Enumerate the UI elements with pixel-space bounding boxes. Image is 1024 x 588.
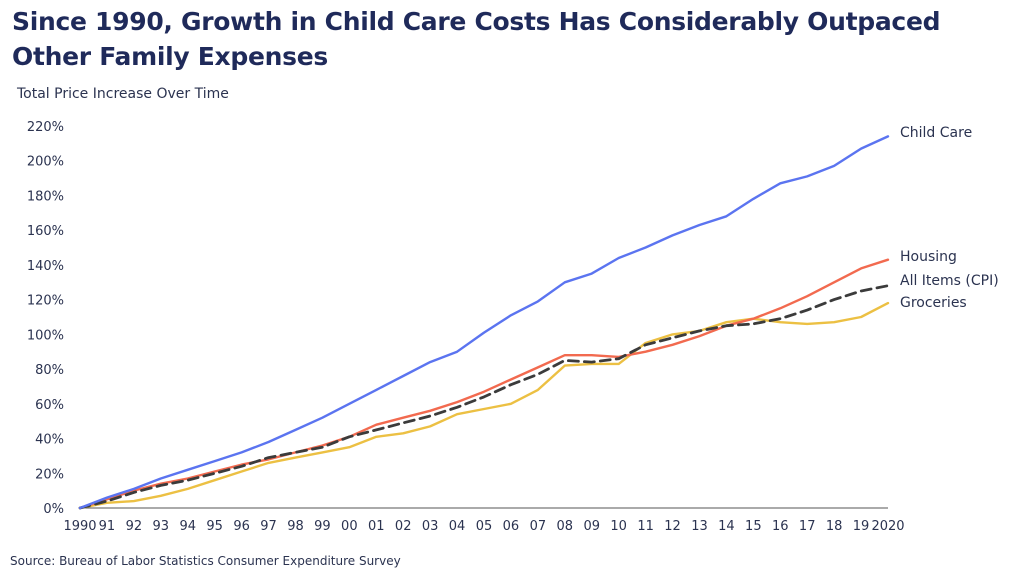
- x-tick-label: 08: [557, 519, 574, 534]
- x-tick-label: 03: [422, 519, 439, 534]
- y-tick-label: 180%: [27, 189, 64, 204]
- series-line-all-items-cpi: [78, 284, 890, 510]
- y-axis-ticks: 0% 20% 40% 60% 80% 100% 120% 140% 160% 180% 200% 22…: [27, 120, 64, 517]
- x-tick-label: 11: [637, 519, 654, 534]
- series-label: Child Care: [900, 125, 972, 141]
- x-tick-label: 05: [476, 519, 493, 534]
- x-tick-label: 00: [341, 519, 358, 534]
- y-tick-label: 100%: [27, 328, 64, 343]
- series-lines: [78, 135, 890, 510]
- source-note: Source: Bureau of Labor Statistics Consu…: [10, 554, 401, 568]
- y-tick-label: 160%: [27, 224, 64, 239]
- series-labels: Child Care Housing All Items (CPI) Grocerie…: [900, 125, 999, 311]
- x-tick-label: 12: [664, 519, 681, 534]
- x-tick-label: 13: [691, 519, 708, 534]
- series-label: Groceries: [900, 295, 967, 311]
- x-axis-ticks: 1990 91 92 93 94 95 96 97 98 99 00 01 02 03 04 05 06 07 08…: [63, 519, 904, 534]
- x-tick-label: 97: [260, 519, 277, 534]
- series-label: Housing: [900, 249, 957, 265]
- y-tick-label: 40%: [35, 433, 64, 448]
- x-tick-label: 2020: [871, 519, 904, 534]
- chart-title: Since 1990, Growth in Child Care Costs H…: [12, 7, 941, 71]
- x-tick-label: 92: [126, 519, 143, 534]
- x-tick-label: 98: [287, 519, 304, 534]
- x-tick-label: 04: [449, 519, 466, 534]
- x-tick-label: 99: [314, 519, 331, 534]
- x-tick-label: 16: [772, 519, 789, 534]
- y-tick-label: 200%: [27, 155, 64, 170]
- x-tick-label: 18: [826, 519, 843, 534]
- x-tick-label: 10: [610, 519, 627, 534]
- x-tick-label: 01: [368, 519, 385, 534]
- y-tick-label: 120%: [27, 294, 64, 309]
- x-tick-label: 15: [745, 519, 762, 534]
- x-tick-label: 93: [153, 519, 170, 534]
- x-tick-label: 95: [206, 519, 223, 534]
- x-tick-label: 17: [799, 519, 816, 534]
- y-axis-title: Total Price Increase Over Time: [17, 86, 229, 102]
- x-tick-label: 96: [233, 519, 250, 534]
- x-tick-label: 02: [395, 519, 412, 534]
- y-tick-label: 220%: [27, 120, 64, 135]
- x-tick-label: 1990: [63, 519, 96, 534]
- y-tick-label: 140%: [27, 259, 64, 274]
- y-tick-label: 80%: [35, 363, 64, 378]
- y-tick-label: 60%: [35, 398, 64, 413]
- series-line-housing: [78, 258, 890, 510]
- x-tick-label: 19: [853, 519, 870, 534]
- series-label: All Items (CPI): [900, 273, 999, 289]
- x-tick-label: 14: [718, 519, 735, 534]
- series-line-child-care: [78, 135, 890, 510]
- x-tick-label: 07: [530, 519, 547, 534]
- x-tick-label: 91: [99, 519, 116, 534]
- x-tick-label: 94: [179, 519, 196, 534]
- x-tick-label: 09: [583, 519, 600, 534]
- y-tick-label: 20%: [35, 467, 64, 482]
- y-tick-label: 0%: [43, 502, 64, 517]
- x-tick-label: 06: [503, 519, 520, 534]
